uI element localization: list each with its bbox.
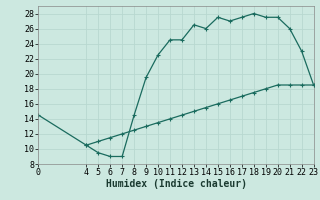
X-axis label: Humidex (Indice chaleur): Humidex (Indice chaleur): [106, 179, 246, 189]
